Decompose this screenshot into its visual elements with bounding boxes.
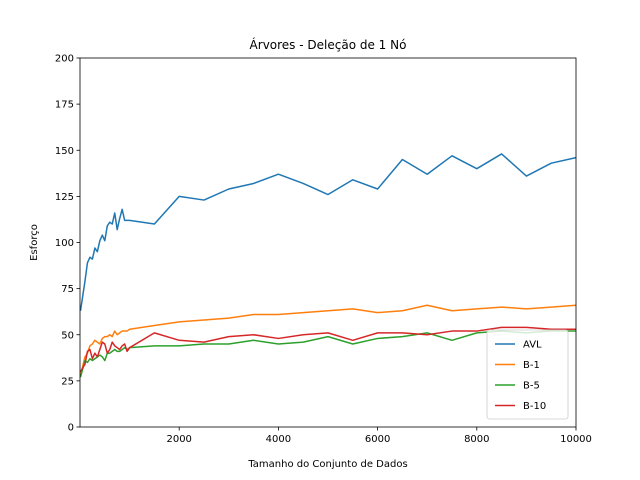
x-axis: 2000 4000 6000 8000 10000 [166, 427, 592, 445]
x-tick-label: 2000 [166, 434, 191, 445]
series-line-1 [79, 304, 577, 376]
y-tick-label: 0 [68, 423, 74, 434]
legend-entry-3: B-10 [523, 401, 546, 412]
legend-entry-2: B-5 [523, 381, 540, 392]
x-tick-label: 6000 [365, 434, 390, 445]
x-tick-label: 10000 [560, 434, 592, 445]
legend-box [486, 329, 569, 420]
legend-entry-1: B-1 [523, 360, 540, 371]
legend: AVL B-1 B-5 B-10 [486, 329, 569, 420]
x-axis-label: Tamanho do Conjunto de Dados [247, 459, 407, 470]
y-tick-label: 125 [55, 192, 74, 203]
x-tick-label: 4000 [266, 434, 291, 445]
y-tick-label: 75 [61, 284, 74, 295]
y-tick-label: 200 [55, 54, 74, 65]
chart-title: Árvores - Deleção de 1 Nó [250, 37, 407, 52]
y-tick-label: 25 [61, 376, 74, 387]
y-axis-label: Esforço [29, 224, 40, 261]
y-tick-label: 100 [55, 238, 74, 249]
series-line-3 [79, 326, 576, 373]
legend-entry-0: AVL [523, 340, 542, 351]
series-line-0 [79, 153, 577, 311]
y-tick-label: 50 [61, 330, 74, 341]
x-tick-label: 8000 [464, 434, 489, 445]
y-axis: 0 25 50 75 100 125 150 175 200 [55, 54, 80, 434]
y-tick-label: 150 [55, 146, 74, 157]
y-tick-label: 175 [55, 100, 74, 111]
series-layer [79, 153, 577, 378]
